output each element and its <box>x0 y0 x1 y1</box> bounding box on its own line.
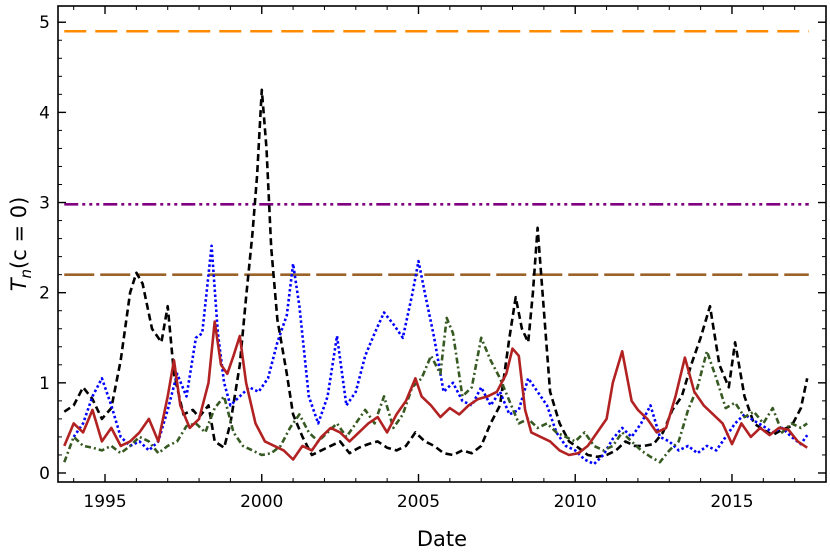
y-tick-label: 2 <box>39 284 50 304</box>
y-axis-label-main: T <box>7 276 31 291</box>
y-axis-label-rest: (c = 0) <box>7 197 31 269</box>
x-tick-label: 2000 <box>240 492 283 512</box>
y-axis-label: Tn(c = 0) <box>7 197 35 292</box>
y-axis-label-subscript: n <box>17 269 35 279</box>
x-tick-label: 1995 <box>83 492 126 512</box>
reference-lines <box>64 29 809 276</box>
axis-ticks <box>58 6 826 482</box>
y-tick-label: 0 <box>39 464 50 484</box>
y-tick-label: 5 <box>39 13 50 33</box>
series-line-4 <box>63 320 808 461</box>
series-line-2 <box>72 244 809 466</box>
x-axis-label: Date <box>417 527 467 551</box>
y-tick-label: 4 <box>39 103 50 123</box>
plot-frame <box>57 5 827 483</box>
x-tick-label: 2005 <box>397 492 440 512</box>
y-tick-label: 3 <box>39 194 50 214</box>
x-tick-label: 2015 <box>710 492 753 512</box>
series-lines <box>63 88 809 466</box>
y-tick-label: 1 <box>39 374 50 394</box>
axis-tick-labels: 1995 2000 2005 2010 2015 0 1 2 3 4 5 <box>39 13 753 512</box>
x-tick-label: 2010 <box>554 492 597 512</box>
series-line-3 <box>63 316 808 464</box>
